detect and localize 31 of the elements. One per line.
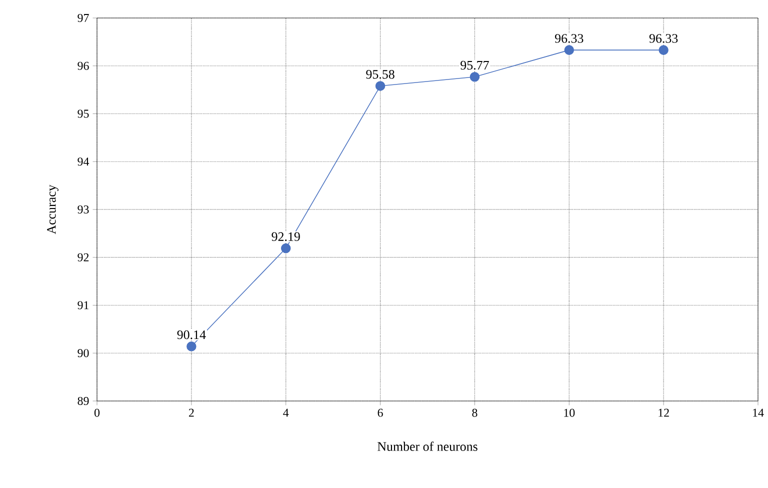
y-tick-label: 97 bbox=[78, 14, 89, 22]
data-label: 95.77 bbox=[460, 60, 489, 70]
point bbox=[658, 45, 668, 55]
y-axis-title: Accuracy bbox=[47, 184, 58, 234]
data-label: 92.19 bbox=[272, 232, 300, 242]
x-tick-label: 0 bbox=[94, 408, 100, 417]
x-tick-label: 14 bbox=[753, 408, 764, 417]
point bbox=[280, 243, 291, 254]
y-tick-label: 89 bbox=[78, 396, 89, 406]
x-axis-title: Number of neurons bbox=[378, 442, 478, 451]
data-label: 90.14 bbox=[177, 330, 206, 340]
data-label: 96.33 bbox=[555, 34, 584, 43]
y-tick-label: 93 bbox=[78, 205, 89, 214]
x-tick-label: 6 bbox=[378, 408, 383, 417]
y-tick-label: 90 bbox=[78, 349, 89, 358]
x-tick-label: 10 bbox=[564, 408, 575, 417]
y-tick-label: 94 bbox=[78, 158, 90, 166]
y-tick-label: 96 bbox=[78, 62, 89, 70]
point bbox=[186, 342, 196, 352]
x-tick-label: 2 bbox=[188, 408, 194, 417]
y-tick-label: 92 bbox=[78, 253, 89, 262]
x-tick-label: 8 bbox=[472, 408, 478, 417]
x-tick-label: 12 bbox=[658, 408, 669, 417]
data-label: 95.58 bbox=[366, 70, 394, 79]
point bbox=[470, 72, 480, 82]
y-tick-label: 91 bbox=[78, 301, 89, 310]
data-label: 96.33 bbox=[649, 34, 678, 43]
x-tick-label: 4 bbox=[283, 408, 289, 417]
point bbox=[375, 81, 386, 91]
y-tick-label: 95 bbox=[78, 110, 89, 118]
point bbox=[564, 45, 574, 55]
